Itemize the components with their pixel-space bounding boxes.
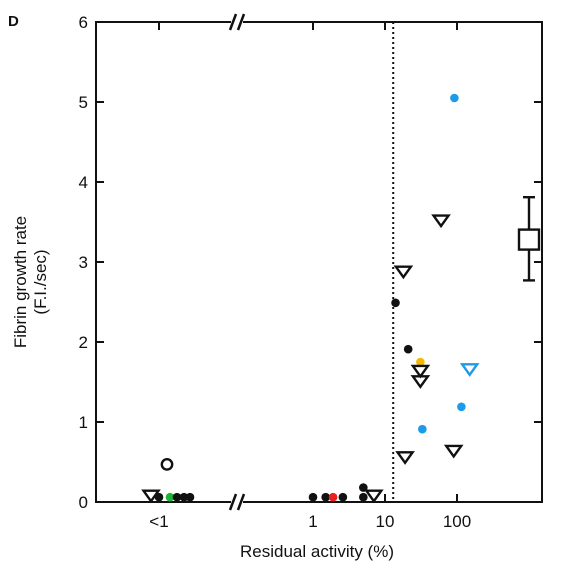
data-point-open-triangle: [443, 444, 464, 459]
data-point-dot: [328, 492, 338, 502]
data-point-open-triangle: [410, 364, 431, 379]
data-point-dot: [154, 492, 164, 502]
y-tick-label: 2: [79, 333, 88, 352]
data-point-open-triangle: [459, 363, 480, 377]
data-point-dot: [457, 402, 466, 412]
x-axis-title: Residual activity (%): [240, 542, 394, 561]
axis-break-slash: [228, 13, 238, 31]
data-point-open-circle: [160, 457, 174, 471]
plot-frame: [95, 21, 543, 503]
data-point-dot: [172, 492, 182, 502]
data-point-dot: [338, 492, 348, 502]
x-tick-label: 10: [376, 512, 395, 531]
y-axis: 0 1 2 3 4 5 6: [79, 13, 542, 512]
axis-break-slash: [236, 13, 246, 31]
axis-break-slash: [228, 493, 238, 511]
y-axis-title-line-2: (F.I./sec): [31, 249, 50, 314]
data-point-dot: [359, 492, 368, 502]
axis-break-slash: [236, 493, 246, 511]
x-tick-label: <1: [149, 512, 168, 531]
data-point-dot: [321, 492, 330, 502]
data-point-dot: [185, 492, 195, 502]
data-point-dot: [418, 424, 427, 434]
data-point-dot: [308, 492, 318, 502]
data-point-dot: [165, 492, 175, 502]
x-tick-label: 100: [443, 512, 471, 531]
data-point-open-triangle: [395, 451, 415, 465]
summary-marker-group: [517, 195, 541, 282]
plot-border: [95, 21, 543, 503]
data-point-dot: [179, 492, 189, 502]
data-points: [141, 93, 480, 504]
data-point-dot: [403, 344, 413, 354]
x-tick-label: 1: [308, 512, 317, 531]
data-point-open-triangle: [393, 265, 414, 280]
data-point-dot: [416, 357, 425, 367]
summary-square-marker: [517, 228, 541, 251]
y-tick-label: 4: [79, 173, 88, 192]
data-point-open-triangle: [431, 214, 451, 229]
y-tick-label: 3: [79, 253, 88, 272]
y-tick-label: 5: [79, 93, 88, 112]
y-tick-label: 1: [79, 413, 88, 432]
y-tick-label: 6: [79, 13, 88, 32]
data-point-dot: [450, 93, 459, 103]
y-axis-title-line-1: Fibrin growth rate: [11, 216, 30, 348]
y-tick-label: 0: [79, 493, 88, 512]
data-point-open-triangle: [141, 489, 161, 504]
y-axis-title-group: Fibrin growth rate (F.I./sec): [11, 216, 50, 348]
panel-label: D: [8, 13, 19, 30]
data-point-dot: [391, 298, 400, 308]
data-point-open-triangle: [364, 489, 384, 504]
data-point-open-triangle: [410, 375, 431, 389]
x-axis: <1 1 10 100: [149, 13, 471, 531]
